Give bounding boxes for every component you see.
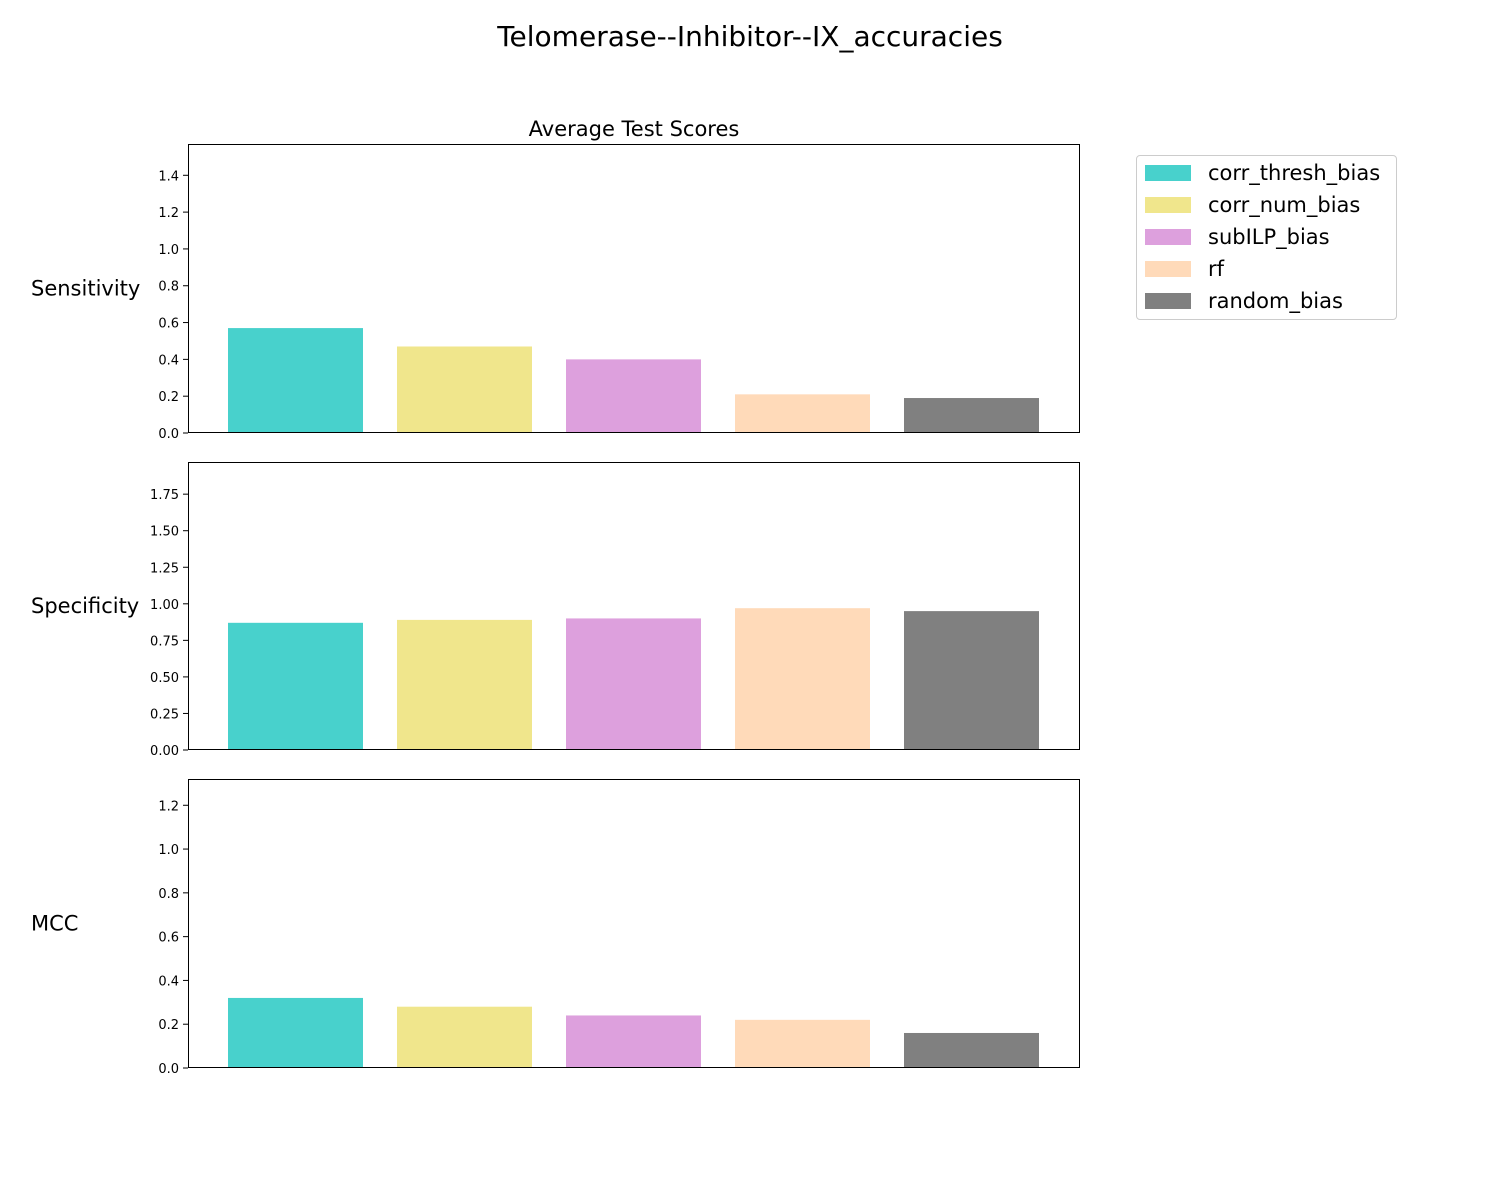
legend-swatch	[1145, 165, 1191, 181]
legend-swatch	[1145, 261, 1191, 277]
legend-label: random_bias	[1208, 289, 1343, 313]
legend-item: rf	[1145, 253, 1224, 285]
bar	[566, 359, 701, 433]
legend-item: corr_thresh_bias	[1145, 157, 1380, 189]
bar	[735, 1019, 870, 1068]
figure-title: Telomerase--Inhibitor--IX_accuracies	[496, 20, 1003, 53]
y-tick-label: 0.75	[150, 634, 179, 649]
y-tick-label: 0.50	[150, 671, 179, 686]
legend-label: rf	[1208, 257, 1225, 281]
y-axis-label: MCC	[31, 912, 78, 936]
legend-swatch	[1145, 197, 1191, 213]
y-tick-label: 0.2	[158, 390, 179, 405]
legend-label: corr_thresh_bias	[1208, 161, 1381, 185]
y-tick-label: 0.4	[158, 974, 179, 989]
bar	[904, 398, 1039, 433]
y-tick-label: 1.4	[158, 169, 179, 184]
chart-title: Average Test Scores	[529, 117, 740, 141]
y-tick-label: 1.00	[150, 598, 179, 613]
bar	[566, 618, 701, 750]
y-tick-label: 1.50	[150, 525, 179, 540]
y-tick-label: 0.2	[158, 1018, 179, 1033]
bar	[735, 394, 870, 433]
y-tick-label: 1.0	[158, 243, 179, 258]
y-tick-label: 1.75	[150, 488, 179, 503]
axes-frame	[188, 462, 1080, 750]
y-tick-label: 0.6	[158, 317, 179, 332]
axes-frame	[188, 779, 1080, 1068]
bar	[397, 619, 532, 750]
y-tick-label: 0.8	[158, 280, 179, 295]
bar	[566, 1015, 701, 1068]
y-tick-label: 0.8	[158, 887, 179, 902]
y-tick-label: 1.0	[158, 843, 179, 858]
bar	[904, 1032, 1039, 1068]
axes-frame	[188, 144, 1080, 433]
bar	[228, 622, 363, 750]
y-tick-label: 0.0	[158, 1062, 179, 1077]
legend-label: corr_num_bias	[1208, 193, 1361, 217]
y-axis-label: Sensitivity	[31, 277, 140, 301]
bar	[904, 611, 1039, 750]
legend-item: subILP_bias	[1145, 221, 1330, 253]
y-tick-label: 0.0	[158, 427, 179, 442]
bar	[397, 346, 532, 433]
legend-swatch	[1145, 293, 1191, 309]
legend: corr_thresh_bias corr_num_bias subILP_bi…	[1136, 155, 1397, 320]
bar	[397, 1006, 532, 1068]
bar	[735, 608, 870, 750]
bar	[228, 328, 363, 433]
y-tick-label: 1.2	[158, 799, 179, 814]
y-tick-label: 0.4	[158, 353, 179, 368]
bar	[228, 997, 363, 1068]
y-tick-label: 0.00	[150, 744, 179, 759]
legend-swatch	[1145, 229, 1191, 245]
legend-item: corr_num_bias	[1145, 189, 1360, 221]
y-tick-label: 0.6	[158, 931, 179, 946]
y-tick-label: 1.25	[150, 561, 179, 576]
y-tick-label: 0.25	[150, 707, 179, 722]
y-axis-label: Specificity	[31, 594, 139, 618]
y-tick-label: 1.2	[158, 206, 179, 221]
legend-label: subILP_bias	[1208, 225, 1330, 249]
legend-item: random_bias	[1145, 285, 1343, 317]
